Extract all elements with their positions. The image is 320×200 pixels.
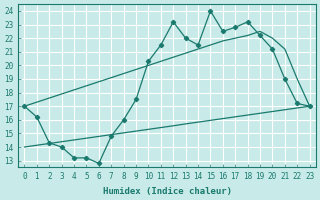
X-axis label: Humidex (Indice chaleur): Humidex (Indice chaleur) (102, 187, 232, 196)
